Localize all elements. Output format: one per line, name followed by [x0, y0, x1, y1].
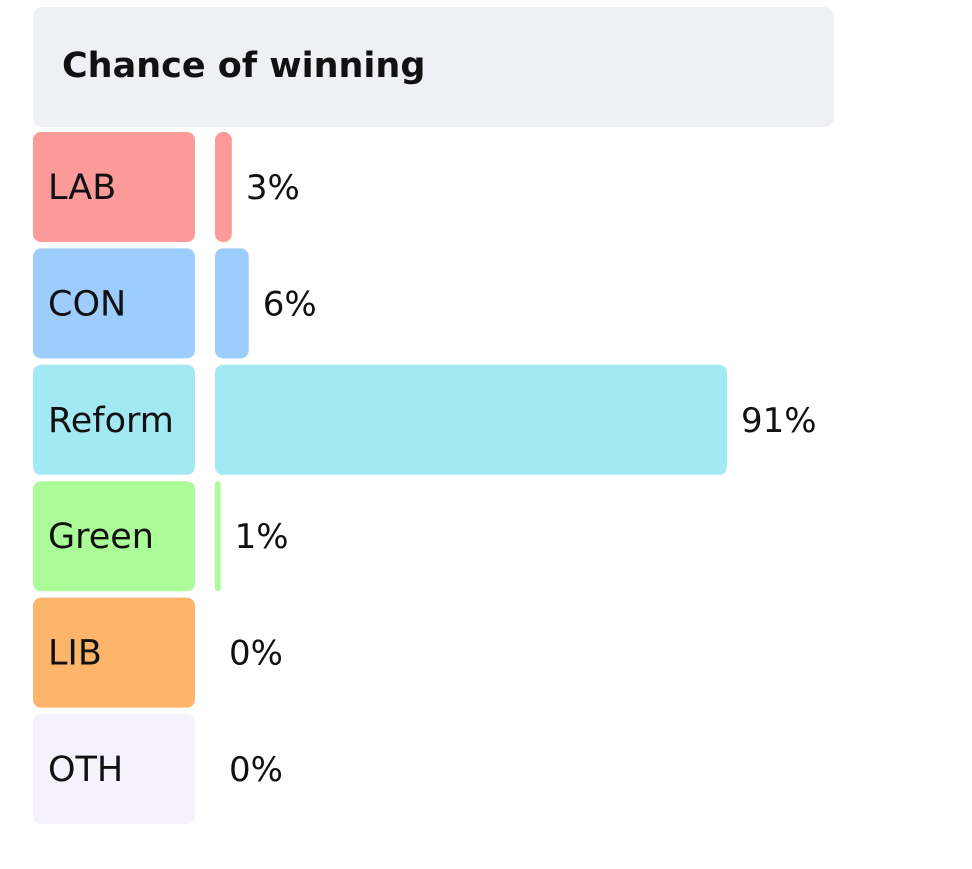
- chart-header: Chance of winning: [33, 7, 834, 127]
- value-label-lib: 0%: [229, 634, 283, 674]
- party-label-box-green: [33, 481, 195, 592]
- party-label-lib: LIB: [48, 634, 102, 674]
- party-label-box-lab: [33, 132, 195, 242]
- value-label-green: 1%: [235, 517, 289, 557]
- value-label-reform: 91%: [741, 401, 817, 441]
- party-label-oth: OTH: [48, 750, 123, 790]
- bar-row-oth: OTH 0%: [33, 714, 283, 824]
- party-label-box-lib: [33, 597, 195, 708]
- value-label-lab: 3%: [246, 168, 300, 208]
- party-label-lab: LAB: [48, 168, 116, 208]
- bar-reform: [215, 364, 727, 475]
- party-label-box-con: [33, 248, 195, 359]
- bar-green: [215, 481, 221, 592]
- party-label-green: Green: [48, 517, 154, 557]
- party-label-box-reform: [33, 364, 195, 475]
- bar-row-lab: LAB 3%: [33, 132, 300, 242]
- party-label-box-oth: [33, 714, 195, 824]
- bar-con: [215, 248, 249, 359]
- party-label-con: CON: [48, 284, 126, 324]
- value-label-oth: 0%: [229, 750, 283, 790]
- chart-title: Chance of winning: [62, 46, 426, 86]
- bar-row-reform: Reform 91%: [33, 364, 817, 475]
- bar-lab: [215, 132, 232, 242]
- bar-row-lib: LIB 0%: [33, 597, 283, 708]
- bar-row-green: Green 1%: [33, 481, 289, 592]
- value-label-con: 6%: [263, 284, 317, 324]
- party-label-reform: Reform: [48, 401, 174, 441]
- bar-row-con: CON 6%: [33, 248, 317, 359]
